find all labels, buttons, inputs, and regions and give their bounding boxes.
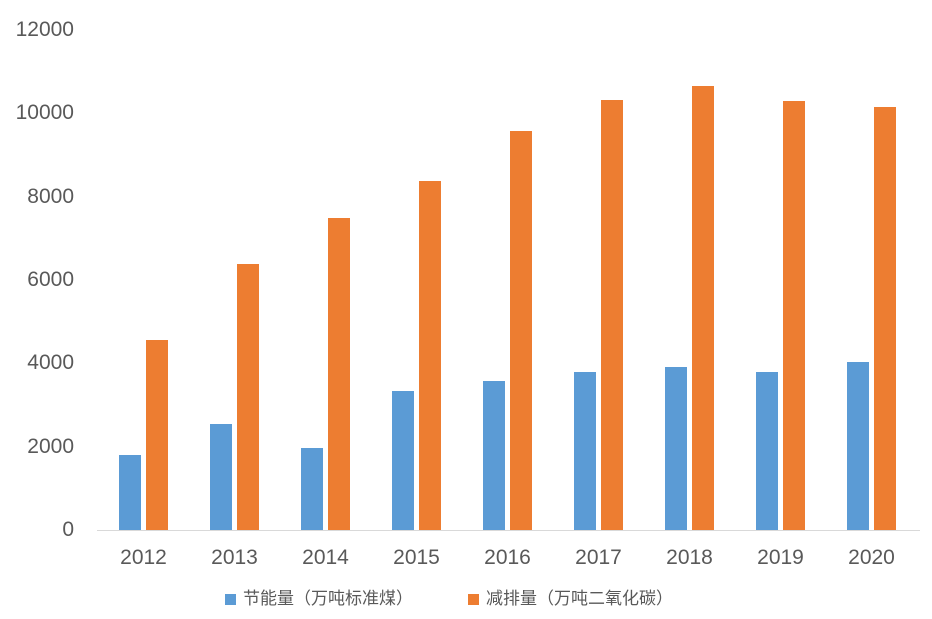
y-axis-tick-label: 10000 [15,101,74,125]
bar-series1-2012 [119,455,141,530]
bar-series2-2015 [419,181,441,530]
bar-series1-2018 [665,367,687,530]
y-axis-tick-label: 0 [62,518,74,541]
bar-series1-2015 [392,390,414,530]
bar-series2-2017 [601,100,623,530]
legend-label-energy-saving: 节能量（万吨标准煤） [243,589,413,608]
bar-series2-2014 [328,218,350,530]
bar-series1-2013 [210,424,232,530]
plot-area [119,86,896,530]
x-axis-tick-label: 2017 [575,546,622,569]
bar-series1-2019 [756,372,778,530]
x-axis-tick-label: 2014 [302,546,349,569]
legend-swatch-emission-reduction-icon [468,593,479,605]
bar-series2-2016 [510,130,532,530]
legend-label-emission-reduction: 减排量（万吨二氧化碳） [486,589,673,608]
x-axis-tick-label: 2012 [120,546,167,569]
bar-series1-2016 [483,381,505,530]
x-axis-tick-label: 2016 [484,546,531,569]
x-axis-tick-label: 2013 [211,546,258,569]
y-axis-tick-label: 12000 [15,18,74,41]
bar-series2-2018 [692,86,714,530]
legend-item-energy-saving: 节能量（万吨标准煤） [225,588,413,610]
y-axis-tick-label: 6000 [27,268,74,291]
x-axis-tick-label: 2015 [393,546,440,569]
x-axis-tick-label: 2020 [848,546,895,569]
bar-series2-2019 [783,100,805,530]
bar-series2-2020 [874,107,896,530]
x-axis: 2012 2013 2014 2015 2016 2017 2018 2019 2020 [0,546,932,572]
y-axis-tick-label: 2000 [27,434,74,458]
x-axis-tick-label: 2018 [666,546,713,569]
legend-swatch-energy-saving-icon [225,593,236,605]
x-axis-line [97,530,920,531]
bar-series1-2017 [574,372,596,530]
bar-series1-2014 [301,447,323,530]
y-axis: 0 2000 4000 6000 8000 10000 12000 [0,0,74,560]
bar-series1-2020 [847,362,869,530]
x-axis-tick-label: 2019 [757,546,804,569]
legend: 节能量（万吨标准煤） 减排量（万吨二氧化碳） [0,588,932,612]
legend-item-emission-reduction: 减排量（万吨二氧化碳） [468,588,673,610]
bar-series2-2013 [237,264,259,530]
y-axis-tick-label: 8000 [27,184,74,208]
y-axis-tick-label: 4000 [27,351,74,375]
bar-series2-2012 [146,340,168,530]
